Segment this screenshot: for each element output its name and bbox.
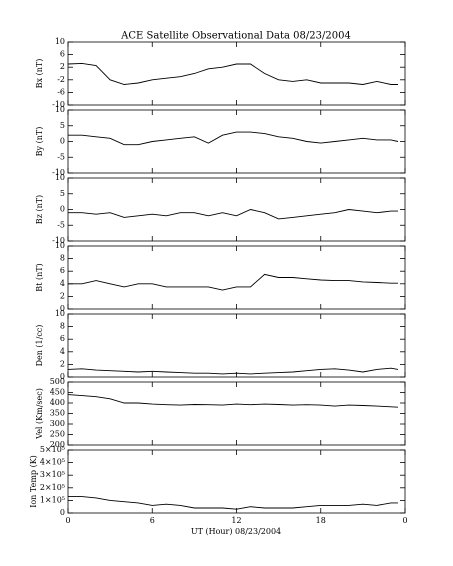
y-tick-label: -6 bbox=[57, 87, 65, 96]
y-tick-label: 0 bbox=[60, 205, 65, 214]
data-line bbox=[67, 394, 399, 408]
y-tick-label: 5 bbox=[60, 121, 65, 130]
y-axis-title: Den (1/cc) bbox=[35, 325, 44, 367]
y-tick-label: 4 bbox=[60, 279, 65, 288]
y-tick-label: -5 bbox=[57, 220, 65, 229]
y-tick-label: 10 bbox=[55, 37, 65, 46]
y-tick-label: 10 bbox=[55, 241, 65, 250]
y-tick-label: 400 bbox=[50, 398, 65, 407]
y-tick-label: 0 bbox=[60, 372, 65, 381]
y-tick-label: 10 bbox=[55, 105, 65, 114]
y-tick-label: 200 bbox=[50, 440, 65, 449]
y-tick-label: 450 bbox=[50, 388, 65, 397]
y-tick-label: -10 bbox=[52, 100, 65, 109]
y-tick-label: 0 bbox=[60, 304, 65, 313]
y-tick-label: 300 bbox=[50, 419, 65, 428]
x-tick-label: 0 bbox=[65, 516, 70, 525]
x-tick-label: 12 bbox=[231, 516, 241, 525]
y-tick-label: 2 bbox=[60, 62, 65, 71]
data-line bbox=[68, 131, 399, 146]
y-tick-label: 350 bbox=[50, 409, 65, 418]
y-tick-label: 6 bbox=[60, 266, 65, 275]
y-tick-label: 10 bbox=[55, 173, 65, 182]
y-tick-label: 8 bbox=[60, 254, 65, 263]
y-tick-label: 0 bbox=[60, 137, 65, 146]
y-tick-label: 5×10⁵ bbox=[40, 445, 65, 454]
y-axis-title: By (nT) bbox=[35, 127, 44, 157]
x-tick-label: 0 bbox=[402, 516, 407, 525]
data-line bbox=[67, 367, 399, 375]
data-line bbox=[68, 209, 398, 220]
y-tick-label: -5 bbox=[57, 152, 65, 161]
y-tick-label: 4×10⁵ bbox=[40, 458, 65, 467]
chart-title: ACE Satellite Observational Data 08/23/2… bbox=[120, 31, 351, 42]
x-axis-title: UT (Hour) 08/23/2004 bbox=[191, 527, 281, 536]
y-tick-label: 6 bbox=[60, 334, 65, 343]
y-axis-title: Ion Temp (K) bbox=[29, 455, 38, 508]
panel-frame bbox=[67, 381, 406, 446]
y-tick-label: 1×10⁵ bbox=[40, 495, 65, 504]
x-tick-label: 18 bbox=[316, 516, 326, 525]
y-tick-label: 5 bbox=[60, 189, 65, 198]
y-axis-title: Bx (nT) bbox=[35, 59, 44, 89]
y-tick-label: 6 bbox=[60, 50, 65, 59]
panel-frame bbox=[67, 109, 406, 174]
y-tick-label: 3×10⁵ bbox=[40, 470, 65, 479]
x-tick-label: 6 bbox=[150, 516, 155, 525]
y-tick-label: 10 bbox=[55, 309, 65, 318]
y-tick-label: -10 bbox=[52, 168, 65, 177]
y-tick-label: -2 bbox=[57, 75, 65, 84]
data-line bbox=[67, 62, 398, 85]
panel-frame bbox=[67, 177, 406, 242]
panel-frame bbox=[67, 313, 406, 378]
y-tick-label: 4 bbox=[60, 347, 65, 356]
y-tick-label: 2 bbox=[60, 359, 65, 368]
y-axis-title: Bz (nT) bbox=[35, 195, 44, 224]
y-tick-label: 2 bbox=[60, 291, 65, 300]
y-tick-label: 500 bbox=[50, 377, 65, 386]
y-axis-title: Bt (nT) bbox=[35, 263, 44, 291]
y-tick-label: 0 bbox=[60, 508, 65, 517]
data-line bbox=[68, 273, 398, 291]
panel-frame bbox=[67, 41, 406, 106]
data-line bbox=[68, 496, 398, 510]
panel-frame bbox=[67, 245, 406, 310]
panel-frame bbox=[67, 449, 406, 514]
y-tick-label: -10 bbox=[52, 236, 65, 245]
y-tick-label: 8 bbox=[60, 322, 65, 331]
y-axis-title: Vel (Km/sec) bbox=[35, 388, 44, 440]
y-tick-label: 2×10⁵ bbox=[40, 483, 65, 492]
y-tick-label: 250 bbox=[50, 430, 65, 439]
